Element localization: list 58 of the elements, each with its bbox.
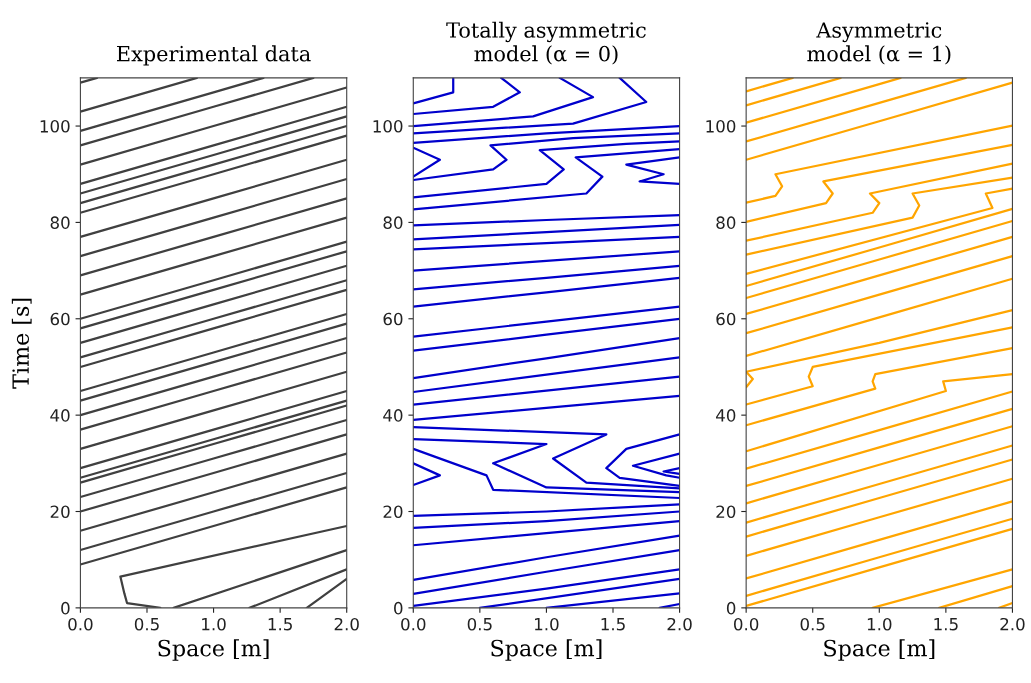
x-tick-label: 0.5 <box>800 617 825 631</box>
line-series <box>413 132 680 182</box>
x-axis-title: Space [m] <box>158 639 269 661</box>
y-tick-label: 80 <box>716 216 736 229</box>
chart-title: Experimental data <box>117 45 311 66</box>
x-tick-label: 2.0 <box>1000 617 1025 631</box>
line-series <box>746 162 1013 242</box>
x-tick-label: 2.0 <box>667 617 692 631</box>
line-series <box>413 447 680 500</box>
y-tick-label: 80 <box>383 216 403 229</box>
y-tick-label: 0 <box>394 601 403 615</box>
line-series <box>413 77 521 116</box>
x-axis-title: Space [m] <box>491 639 602 661</box>
line-series <box>746 176 1013 256</box>
line-series <box>746 347 1013 427</box>
y-tick-label: 20 <box>50 505 70 519</box>
y-tick-label: 100 <box>40 120 70 133</box>
y-tick-label: 0 <box>61 601 70 615</box>
line-series <box>746 308 1013 389</box>
y-tick-label: 20 <box>716 505 736 519</box>
line-series <box>746 326 1013 406</box>
y-tick-label: 40 <box>50 409 70 422</box>
x-tick-label: 1.0 <box>202 617 226 631</box>
y-tick-label: 60 <box>716 312 736 326</box>
y-tick-label: 80 <box>50 216 70 229</box>
x-tick-label: 1.5 <box>268 618 292 631</box>
x-tick-label: 0.0 <box>734 617 759 631</box>
line-series <box>413 148 680 211</box>
y-tick-label: 100 <box>373 120 403 133</box>
line-series <box>413 140 680 199</box>
line-series <box>746 373 1013 453</box>
chart-title: Totally asymmetric model (α = 0) <box>446 21 646 65</box>
x-axis-title: Space [m] <box>824 639 935 661</box>
x-tick-label: 0.5 <box>134 617 159 631</box>
line-series <box>413 77 595 128</box>
y-tick-label: 40 <box>383 409 403 422</box>
x-tick-label: 2.0 <box>334 617 359 631</box>
x-tick-label: 0.0 <box>68 617 93 631</box>
x-tick-label: 0.0 <box>401 617 426 631</box>
line-series <box>746 143 1013 224</box>
y-axis-title: Time [s] <box>11 298 32 389</box>
x-tick-label: 1.0 <box>867 617 892 631</box>
line-series <box>631 452 680 479</box>
y-tick-label: 60 <box>50 312 70 326</box>
x-tick-label: 1.0 <box>535 617 559 631</box>
line-series <box>625 156 680 185</box>
x-tick-label: 1.5 <box>934 618 958 631</box>
y-tick-label: 100 <box>706 120 736 133</box>
line-series <box>746 187 1013 276</box>
x-tick-label: 0.5 <box>467 617 492 631</box>
line-series <box>413 77 648 135</box>
y-tick-label: 20 <box>383 505 403 519</box>
y-tick-label: 0 <box>726 601 736 615</box>
y-tick-label: 60 <box>383 312 403 326</box>
y-tick-label: 40 <box>716 409 736 422</box>
x-tick-label: 1.5 <box>601 618 625 631</box>
chart-title: Asymmetric model (α = 1) <box>807 22 951 65</box>
line-series <box>746 124 1013 204</box>
